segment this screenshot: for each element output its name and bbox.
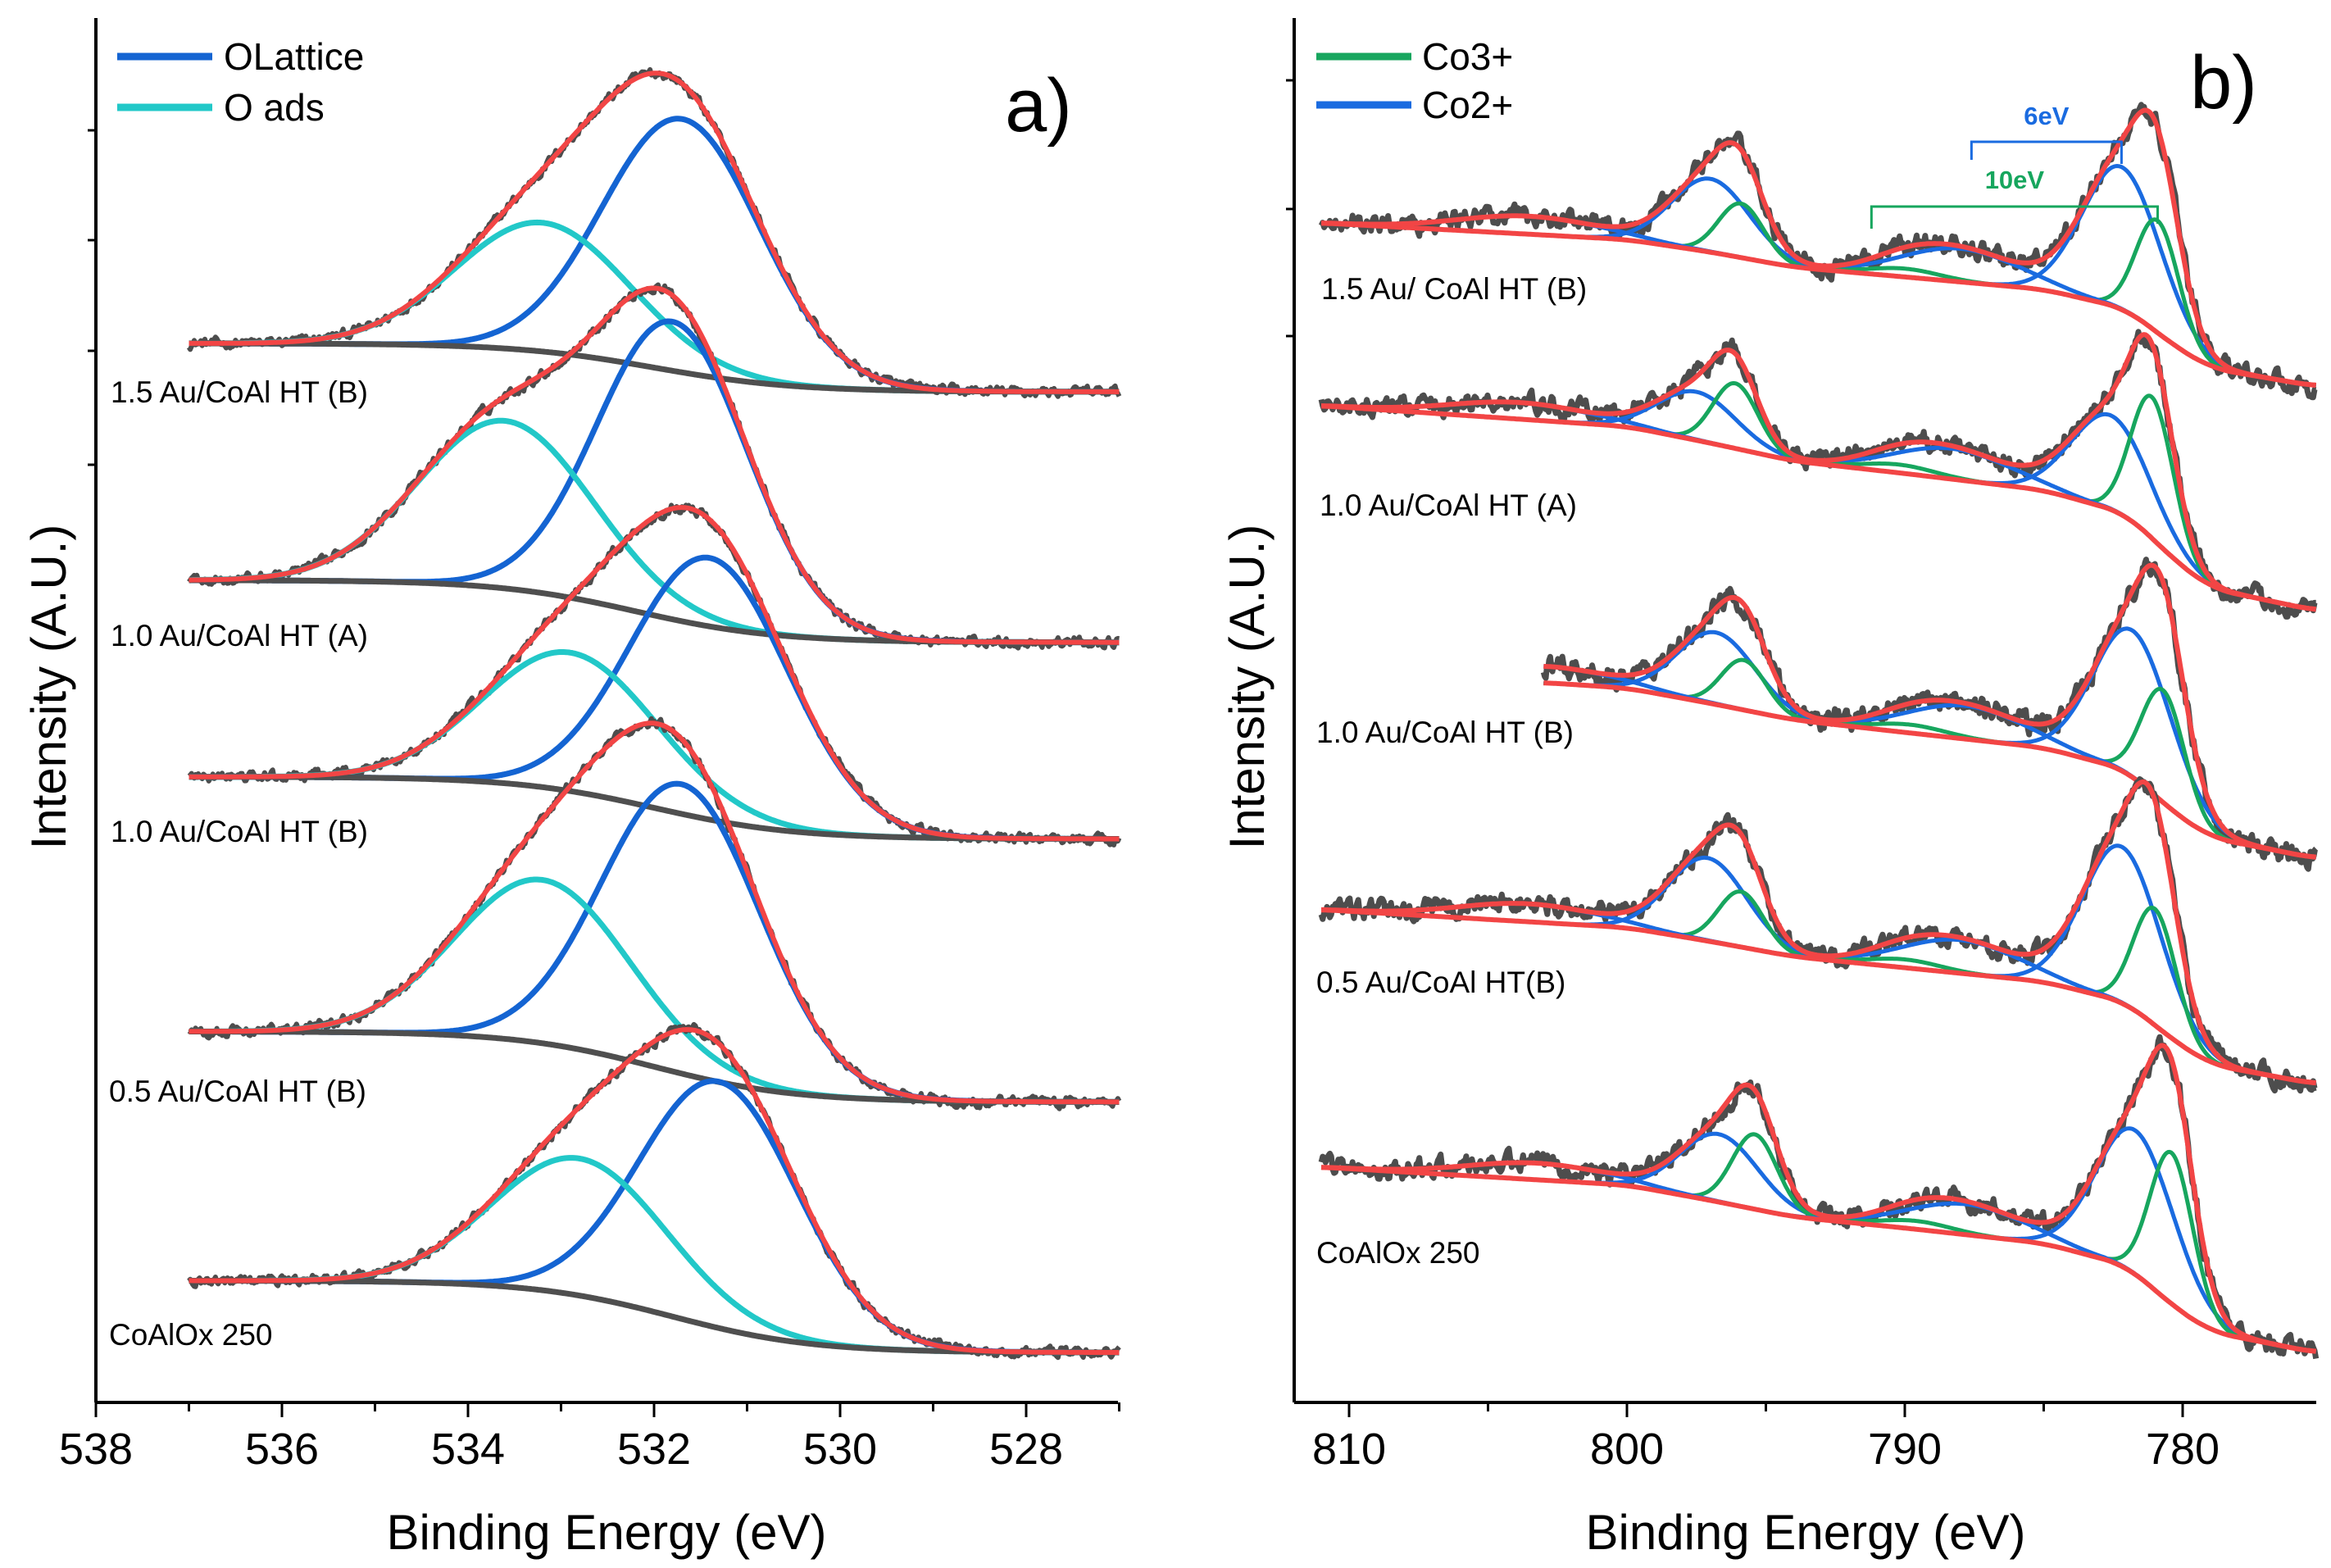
x-tick-label: 790 bbox=[1868, 1425, 1942, 1474]
spectrum-label: 1.0 Au/CoAl HT (A) bbox=[1320, 489, 1577, 522]
background-line bbox=[1321, 220, 2317, 388]
spectrum-a-0 bbox=[186, 66, 1122, 399]
envelope-fit-line bbox=[189, 70, 1120, 394]
panel-b-axes: 810 800 790 780 bbox=[1286, 18, 2316, 1474]
legend-label-olattice: OLattice bbox=[224, 35, 364, 78]
envelope-fit-line bbox=[189, 505, 1120, 842]
spectrum-b-2 bbox=[1540, 557, 2319, 872]
spectrum-a-4 bbox=[187, 1021, 1121, 1361]
background-line bbox=[1320, 1165, 2317, 1354]
x-tick-label: 532 bbox=[617, 1425, 691, 1474]
spectrum-label: 1.5 Au/CoAl HT (B) bbox=[111, 375, 368, 409]
legend-label-o-ads: O ads bbox=[224, 86, 325, 129]
legend-label-co3: Co3+ bbox=[1422, 35, 1513, 78]
bracket-10ev bbox=[1870, 205, 2159, 229]
envelope-fit-line bbox=[1543, 562, 2316, 860]
panel-b-label: b) bbox=[2190, 41, 2257, 125]
x-tick-label: 528 bbox=[989, 1425, 1063, 1474]
spectrum-label: 0.5 Au/CoAl HT(B) bbox=[1316, 966, 1565, 999]
x-tick-label: 780 bbox=[2146, 1425, 2220, 1474]
experimental-data-line bbox=[1540, 557, 2319, 872]
annotation-6ev: 6eV bbox=[2024, 102, 2069, 130]
panel-a-legend: OLattice O ads bbox=[117, 35, 364, 129]
experimental-data-line bbox=[1318, 329, 2318, 620]
spectrum-label: 0.5 Au/CoAl HT (B) bbox=[109, 1075, 366, 1108]
panel-b-annotations: 6eV 10eV bbox=[1870, 102, 2159, 229]
spectrum-a-1 bbox=[187, 282, 1120, 651]
spectrum-a-3 bbox=[187, 716, 1122, 1111]
panel-a-curves bbox=[186, 66, 1122, 1361]
spectrum-label: 1.0 Au/CoAl HT (A) bbox=[111, 619, 368, 652]
x-tick-label: 800 bbox=[1590, 1425, 1664, 1474]
x-tick-label: 810 bbox=[1312, 1425, 1386, 1474]
panel-a-label: a) bbox=[1005, 64, 1072, 148]
panel-a-axes: 538 536 534 532 530 528 bbox=[59, 18, 1120, 1474]
background-line bbox=[189, 1278, 1120, 1356]
bracket-6ev bbox=[1970, 140, 2123, 164]
envelope-fit-line bbox=[1320, 1043, 2317, 1354]
x-tick-label: 536 bbox=[245, 1425, 319, 1474]
background-line bbox=[1320, 403, 2317, 612]
experimental-data-line bbox=[1318, 102, 2318, 401]
panel-b-spectrum-labels: 1.5 Au/ CoAl HT (B) 1.0 Au/CoAl HT (A) 1… bbox=[1316, 272, 1587, 1270]
x-tick-label: 530 bbox=[803, 1425, 877, 1474]
experimental-data-line bbox=[186, 66, 1122, 399]
spectrum-b-1 bbox=[1318, 329, 2318, 620]
envelope-fit-line bbox=[1321, 779, 2316, 1086]
spectrum-label: 1.0 Au/CoAl HT (B) bbox=[1316, 716, 1574, 749]
panel-a-x-axis-title: Binding Energy (eV) bbox=[387, 1505, 827, 1560]
spectrum-b-0 bbox=[1318, 102, 2318, 401]
component-o-ads-line bbox=[189, 649, 1120, 842]
envelope-fit-line bbox=[1321, 332, 2317, 612]
spectrum-label: 1.0 Au/CoAl HT (B) bbox=[111, 815, 368, 848]
spectrum-b-3 bbox=[1318, 776, 2318, 1094]
spectrum-label: 1.5 Au/ CoAl HT (B) bbox=[1321, 272, 1587, 306]
envelope-fit-line bbox=[189, 720, 1120, 1105]
background-line bbox=[1321, 907, 2316, 1086]
component-o-ads-line bbox=[189, 1155, 1120, 1356]
panel-b-co2p-chart: 810 800 790 780 6eV 10eV Binding Energy (eV)… bbox=[1220, 18, 2320, 1560]
spectrum-b-4 bbox=[1318, 1034, 2320, 1360]
panel-a-o1s-chart: 538 536 534 532 530 528 Binding Energy (eV) I… bbox=[21, 18, 1122, 1560]
envelope-fit-line bbox=[189, 285, 1120, 645]
x-tick-label: 538 bbox=[59, 1425, 133, 1474]
annotation-10ev: 10eV bbox=[1985, 166, 2045, 194]
panel-b-curves bbox=[1318, 102, 2320, 1360]
panel-b-y-axis-title: Intensity (A.U.) bbox=[1220, 525, 1275, 850]
panel-a-spectrum-labels: 1.5 Au/CoAl HT (B) 1.0 Au/CoAl HT (A) 1.… bbox=[109, 375, 368, 1352]
envelope-fit-line bbox=[1321, 107, 2317, 388]
envelope-fit-line bbox=[189, 1027, 1120, 1355]
component-olattice-line bbox=[189, 116, 1120, 395]
background-line bbox=[1543, 680, 2316, 860]
panel-b-legend: Co3+ Co2+ bbox=[1316, 35, 1513, 126]
panel-a-y-axis-title: Intensity (A.U.) bbox=[21, 525, 76, 850]
x-tick-label: 534 bbox=[431, 1425, 505, 1474]
panel-b-x-axis-title: Binding Energy (eV) bbox=[1586, 1505, 2026, 1560]
spectrum-label: CoAlOx 250 bbox=[109, 1318, 273, 1352]
spectrum-label: CoAlOx 250 bbox=[1316, 1236, 1480, 1270]
legend-label-co2: Co2+ bbox=[1422, 84, 1513, 126]
spectrum-a-2 bbox=[187, 502, 1122, 848]
